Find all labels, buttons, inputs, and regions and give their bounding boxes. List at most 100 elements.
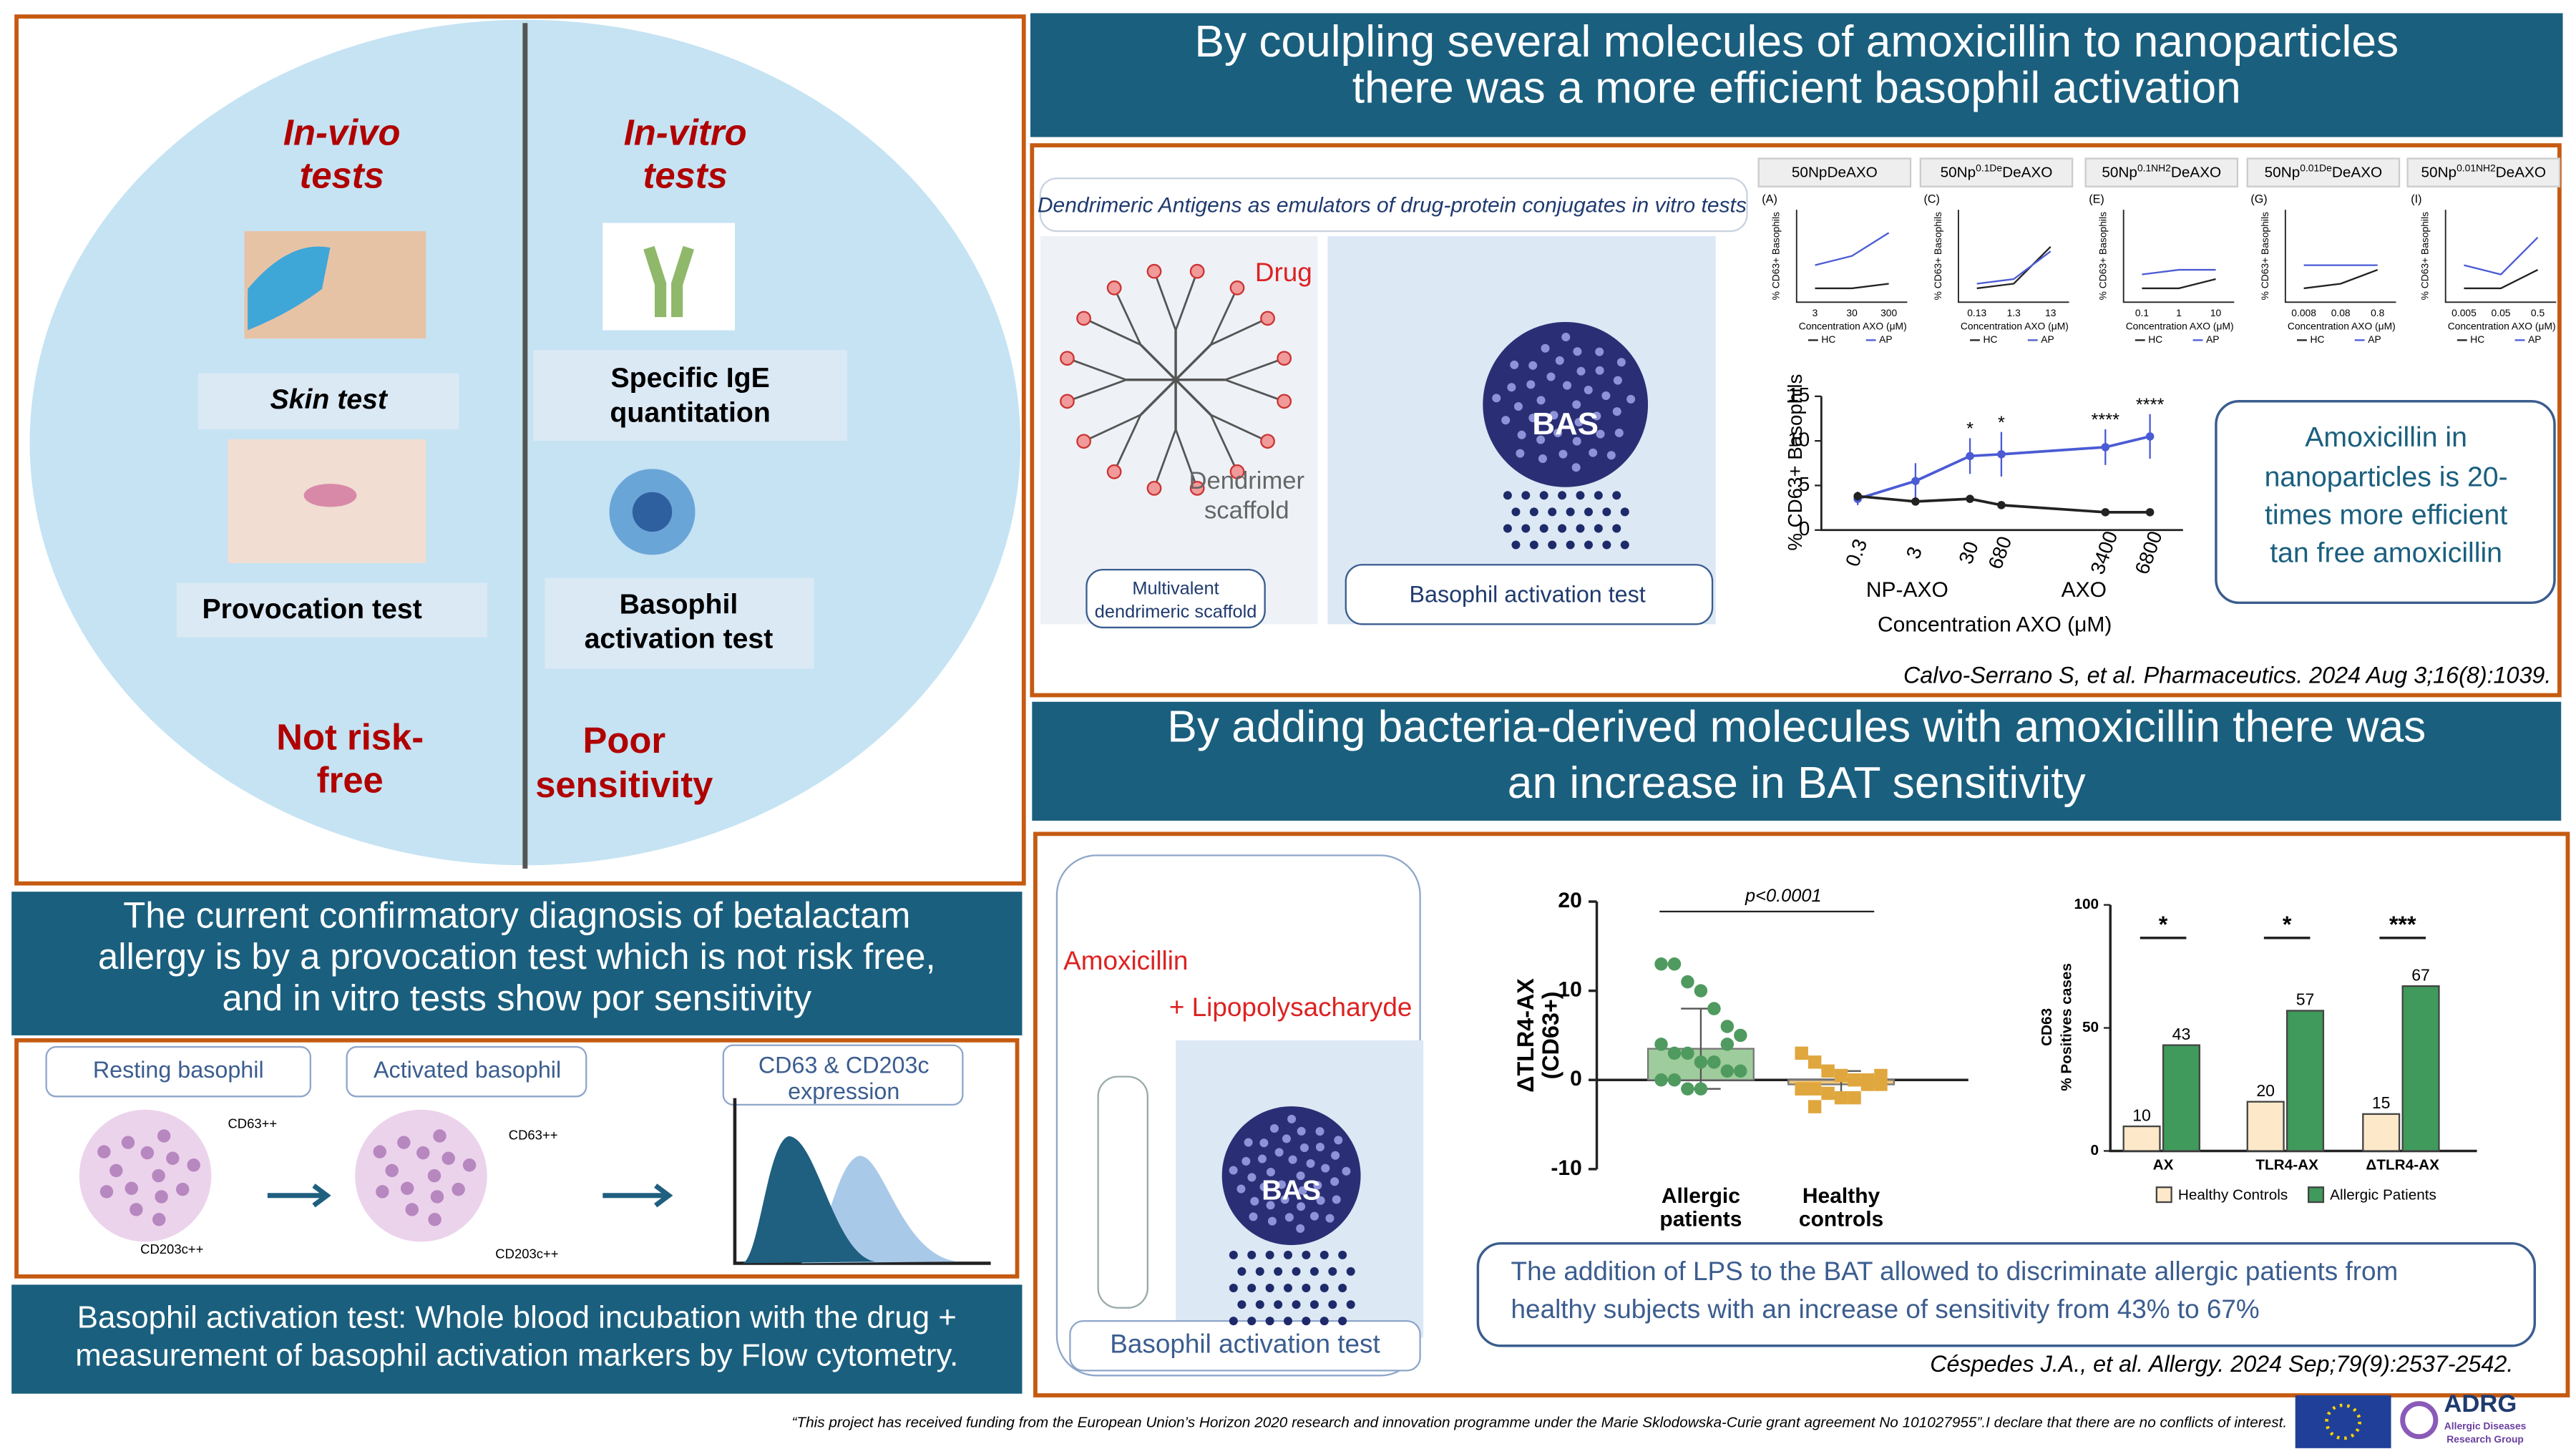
line [2464,237,2539,275]
panel-title-box [1757,157,1912,187]
point [1654,1038,1668,1051]
point [1694,1055,1708,1069]
label-box [722,1044,964,1106]
banner-text: and in vitro tests show por sensitivity [222,977,811,1018]
granule [121,1136,135,1149]
x-tick-label: 3 [1813,307,1818,318]
scaffold-label: scaffold [1204,497,1289,525]
granule [1266,1167,1275,1176]
logo-subtitle: Research Group [2446,1433,2524,1445]
granule [452,1182,465,1196]
released-granule [1229,1250,1238,1259]
granule [430,1190,444,1204]
drug-dot [1189,480,1205,496]
group-label: NP-AXO [1866,578,1948,602]
y-tick-label: -10 [1551,1156,1581,1180]
logo: ADRG [2444,1390,2517,1418]
legend-swatch [2155,1186,2172,1204]
x-tick-label: TLR4-AX [2255,1157,2318,1174]
line [2303,268,2379,290]
released-granule [1284,1317,1293,1326]
released-granule [1319,1284,1329,1293]
released-granule [1319,1317,1329,1326]
significance: *** [2389,912,2416,937]
granule [1269,1124,1279,1133]
point [1966,452,1974,461]
axes [2122,210,2235,303]
annotation: p<0.0001 [1745,886,1822,906]
granule [1229,1166,1238,1175]
granule [373,1145,386,1158]
y-axis-label: % CD63+ Basophils [1932,212,1943,300]
panel-letter: (C) [1923,192,1939,205]
banner-text: an increase in BAT sensitivity [1508,758,2087,808]
branch [1153,270,1177,331]
point [2101,508,2110,517]
x-tick-label: 0.13 [1967,307,1986,318]
x-tick-label: 300 [1880,307,1897,318]
granule [1549,411,1558,420]
point [1734,1064,1747,1078]
line [2142,268,2216,275]
label-box [176,582,487,638]
branch [1174,270,1199,331]
drug-dot [1060,351,1075,366]
granule [1546,372,1556,381]
bas-label: BAS [1262,1175,1321,1206]
granule [1574,417,1584,426]
line [1815,283,1889,290]
y-axis-label: % CD63+ Basophils [2259,212,2270,300]
point [1694,1082,1708,1096]
released-granule [1558,524,1567,533]
released-granule [1292,1267,1301,1276]
x-tick-label: 1.3 [2007,307,2021,318]
released-granule [1521,491,1531,500]
nucleus [632,492,673,532]
label-box [1069,1319,1421,1372]
legend-label: HC [2310,333,2324,345]
granule [1601,391,1611,400]
legend-label: Healthy Controls [2178,1186,2288,1203]
granule [376,1185,389,1199]
y-axis-label: % CD63+ Basophils [1784,374,1806,551]
granule [1553,429,1563,438]
released-granule [1576,524,1585,533]
released-granule [1503,524,1512,533]
y-tick-label: 0 [1799,517,1810,540]
banner-text: Basophil activation test: Whole blood in… [77,1299,957,1335]
released-granule [1255,1300,1264,1309]
point [1681,1046,1694,1060]
arrow [267,1184,331,1208]
released-granule [1284,1284,1293,1293]
legend-label: HC [2470,333,2484,345]
eu-stars [2325,1403,2361,1440]
point [2145,508,2155,517]
significance: **** [2092,410,2120,430]
released-granule [1338,1317,1347,1326]
x-tick-label: 0.08 [2331,307,2351,318]
label-box [45,1045,311,1098]
legend-label: HC [1821,333,1835,345]
granule [1257,1154,1267,1163]
granule [1563,381,1572,390]
branch [1139,343,1177,381]
branch [1174,429,1199,489]
point [1821,1064,1835,1078]
drug-dot [1229,464,1245,479]
y-tick-label: 100 [2074,896,2099,912]
marker-label: CD203c++ [495,1246,558,1262]
activated-cell [355,1109,487,1242]
cell-label: Activated basophil [374,1057,561,1083]
legend-label: HC [1984,333,1998,345]
significance: * [2283,912,2292,937]
granule [1306,1158,1315,1168]
branch [1224,379,1285,403]
released-granule [1265,1317,1274,1326]
released-granule [1309,1267,1319,1276]
branch [1174,379,1212,416]
panel-letter: (I) [2411,192,2421,205]
granule [1596,429,1605,439]
panel-letter: (E) [2089,192,2104,205]
drug-label: Amoxicillin [1063,946,1188,975]
released-granule [1612,491,1621,500]
